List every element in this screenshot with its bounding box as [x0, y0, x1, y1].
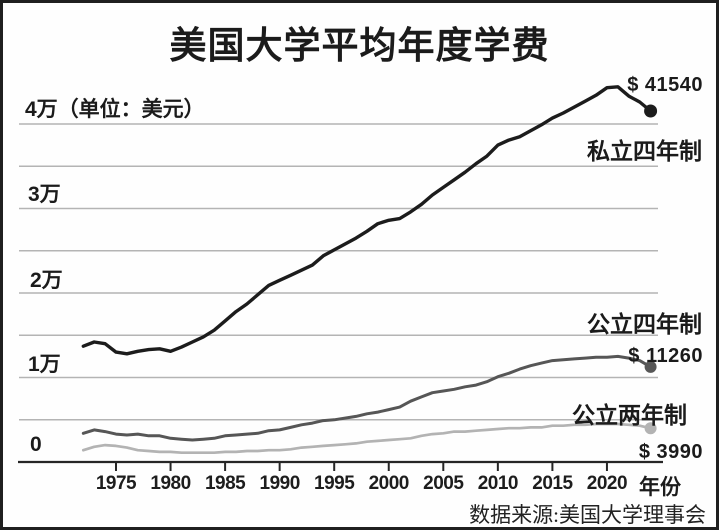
x-tick-label: 2010 — [477, 473, 519, 494]
data-source-credit: 数据来源:美国大学理事会 — [469, 503, 706, 527]
chart-canvas — [18, 85, 663, 471]
x-tick-label: 1980 — [150, 473, 191, 494]
public-4yr-value-label: $ 11260 — [628, 345, 703, 367]
x-tick-label: 2005 — [423, 473, 464, 494]
x-tick-label: 2015 — [532, 473, 573, 494]
series-line — [81, 85, 653, 356]
private-4yr-value-label: $ 41540 — [627, 74, 703, 96]
public-2yr-series-label: 公立两年制 — [572, 402, 687, 428]
x-tick-label: 1985 — [204, 473, 246, 494]
y-tick-label-3wan: 3万 — [28, 183, 61, 206]
x-tick-label: 2020 — [586, 473, 628, 494]
series-line — [81, 354, 653, 442]
x-tick-label: 1990 — [259, 473, 301, 494]
y-tick-label-0: 0 — [30, 433, 42, 456]
x-tick-label: 1995 — [314, 473, 355, 494]
private-4yr-series-label: 私立四年制 — [587, 138, 702, 164]
public-2yr-value-label: $ 3990 — [638, 441, 703, 463]
series-line — [81, 422, 652, 455]
y-tick-label-2wan: 2万 — [30, 269, 63, 292]
x-tick-label: 2000 — [368, 473, 410, 494]
page-title: 美国大学平均年度学费 — [169, 25, 550, 66]
x-axis-label: 年份 — [639, 476, 681, 499]
series-end-dot — [644, 360, 657, 373]
x-tick-label: 1975 — [95, 473, 137, 494]
y-axis-unit-label: 4万（单位：美元） — [25, 98, 205, 121]
public-4yr-series-label: 公立四年制 — [587, 311, 702, 337]
series-end-dot — [644, 422, 657, 435]
y-tick-label-1wan: 1万 — [28, 353, 61, 376]
series-end-dot — [644, 104, 658, 118]
